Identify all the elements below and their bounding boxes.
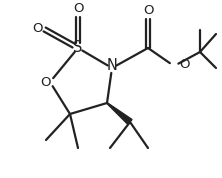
Text: O: O: [40, 75, 50, 88]
Text: O: O: [179, 59, 190, 72]
Text: O: O: [73, 2, 83, 15]
Text: S: S: [73, 41, 83, 56]
Text: O: O: [143, 4, 153, 17]
Text: O: O: [32, 22, 42, 35]
Polygon shape: [107, 103, 132, 124]
Text: N: N: [107, 59, 117, 74]
